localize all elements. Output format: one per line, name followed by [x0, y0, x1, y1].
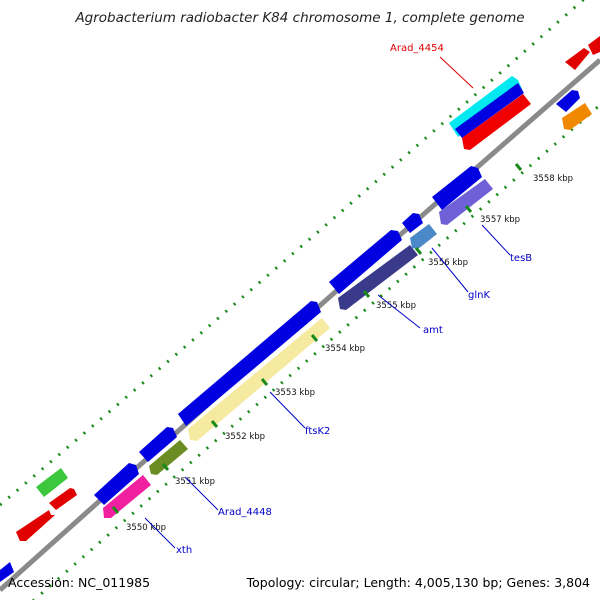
tick-label: 3551 kbp — [175, 477, 215, 487]
gene-label-arad-4448[interactable]: Arad_4448 — [218, 507, 272, 518]
gene-labels: xth Arad_4448 ftsK2 amt glnK tesB Arad_4… — [176, 43, 532, 556]
gene-arrow[interactable] — [562, 103, 592, 130]
gene-label-tesb[interactable]: tesB — [510, 253, 532, 264]
tick-label: 3552 kbp — [225, 432, 265, 442]
gene-leaders — [144, 224, 511, 549]
tick-labels: 3550 kbp 3551 kbp 3552 kbp 3553 kbp 3554… — [126, 174, 573, 533]
gene-arrow[interactable] — [149, 440, 188, 475]
gene-arrow[interactable] — [329, 230, 402, 294]
gene-arrow[interactable] — [94, 463, 139, 505]
gene-arrow[interactable] — [432, 166, 482, 210]
gene-arrow[interactable] — [455, 83, 524, 138]
tick-label: 3558 kbp — [533, 174, 573, 184]
map-title: Agrobacterium radiobacter K84 chromosome… — [75, 10, 525, 26]
gene-label-arad-4454[interactable]: Arad_4454 — [390, 43, 444, 54]
gene-arrow[interactable] — [139, 427, 177, 462]
tick-label: 3555 kbp — [376, 301, 416, 311]
gene-arrow[interactable] — [402, 213, 423, 233]
gene-arrow[interactable] — [462, 94, 531, 150]
gene-label-amt[interactable]: amt — [423, 325, 443, 336]
gene-arrow[interactable] — [49, 488, 77, 510]
gene-arrow[interactable] — [36, 468, 68, 497]
reverse-genes — [0, 94, 592, 582]
tick-label: 3556 kbp — [428, 258, 468, 268]
tick-label: 3550 kbp — [126, 523, 166, 533]
gene-arrow[interactable] — [410, 224, 437, 249]
gene-label-glnk[interactable]: glnK — [468, 290, 490, 301]
gene-arrow[interactable] — [188, 318, 330, 441]
gene-arrow[interactable] — [178, 301, 321, 426]
gene-arrow[interactable] — [16, 510, 55, 541]
gene-arrow[interactable] — [588, 36, 600, 55]
forward-genes — [16, 36, 600, 541]
gene-label-xth[interactable]: xth — [176, 545, 192, 556]
tick-marks — [111, 163, 523, 514]
accession-text: Accession: NC_011985 — [8, 575, 151, 590]
tick-label: 3553 kbp — [275, 388, 315, 398]
gene-arrow[interactable] — [439, 179, 493, 225]
inner-scale-ring — [31, 103, 600, 600]
tick-label: 3557 kbp — [480, 215, 520, 225]
genome-summary: Topology: circular; Length: 4,005,130 bp… — [246, 575, 590, 590]
gene-arrow[interactable] — [338, 245, 418, 310]
highlight-leader — [439, 56, 474, 89]
tick-label: 3554 kbp — [325, 344, 365, 354]
gene-arrow[interactable] — [556, 90, 580, 112]
gene-arrow[interactable] — [0, 562, 14, 582]
gene-arrow[interactable] — [565, 48, 590, 70]
gene-label-ftsk2[interactable]: ftsK2 — [305, 426, 330, 437]
